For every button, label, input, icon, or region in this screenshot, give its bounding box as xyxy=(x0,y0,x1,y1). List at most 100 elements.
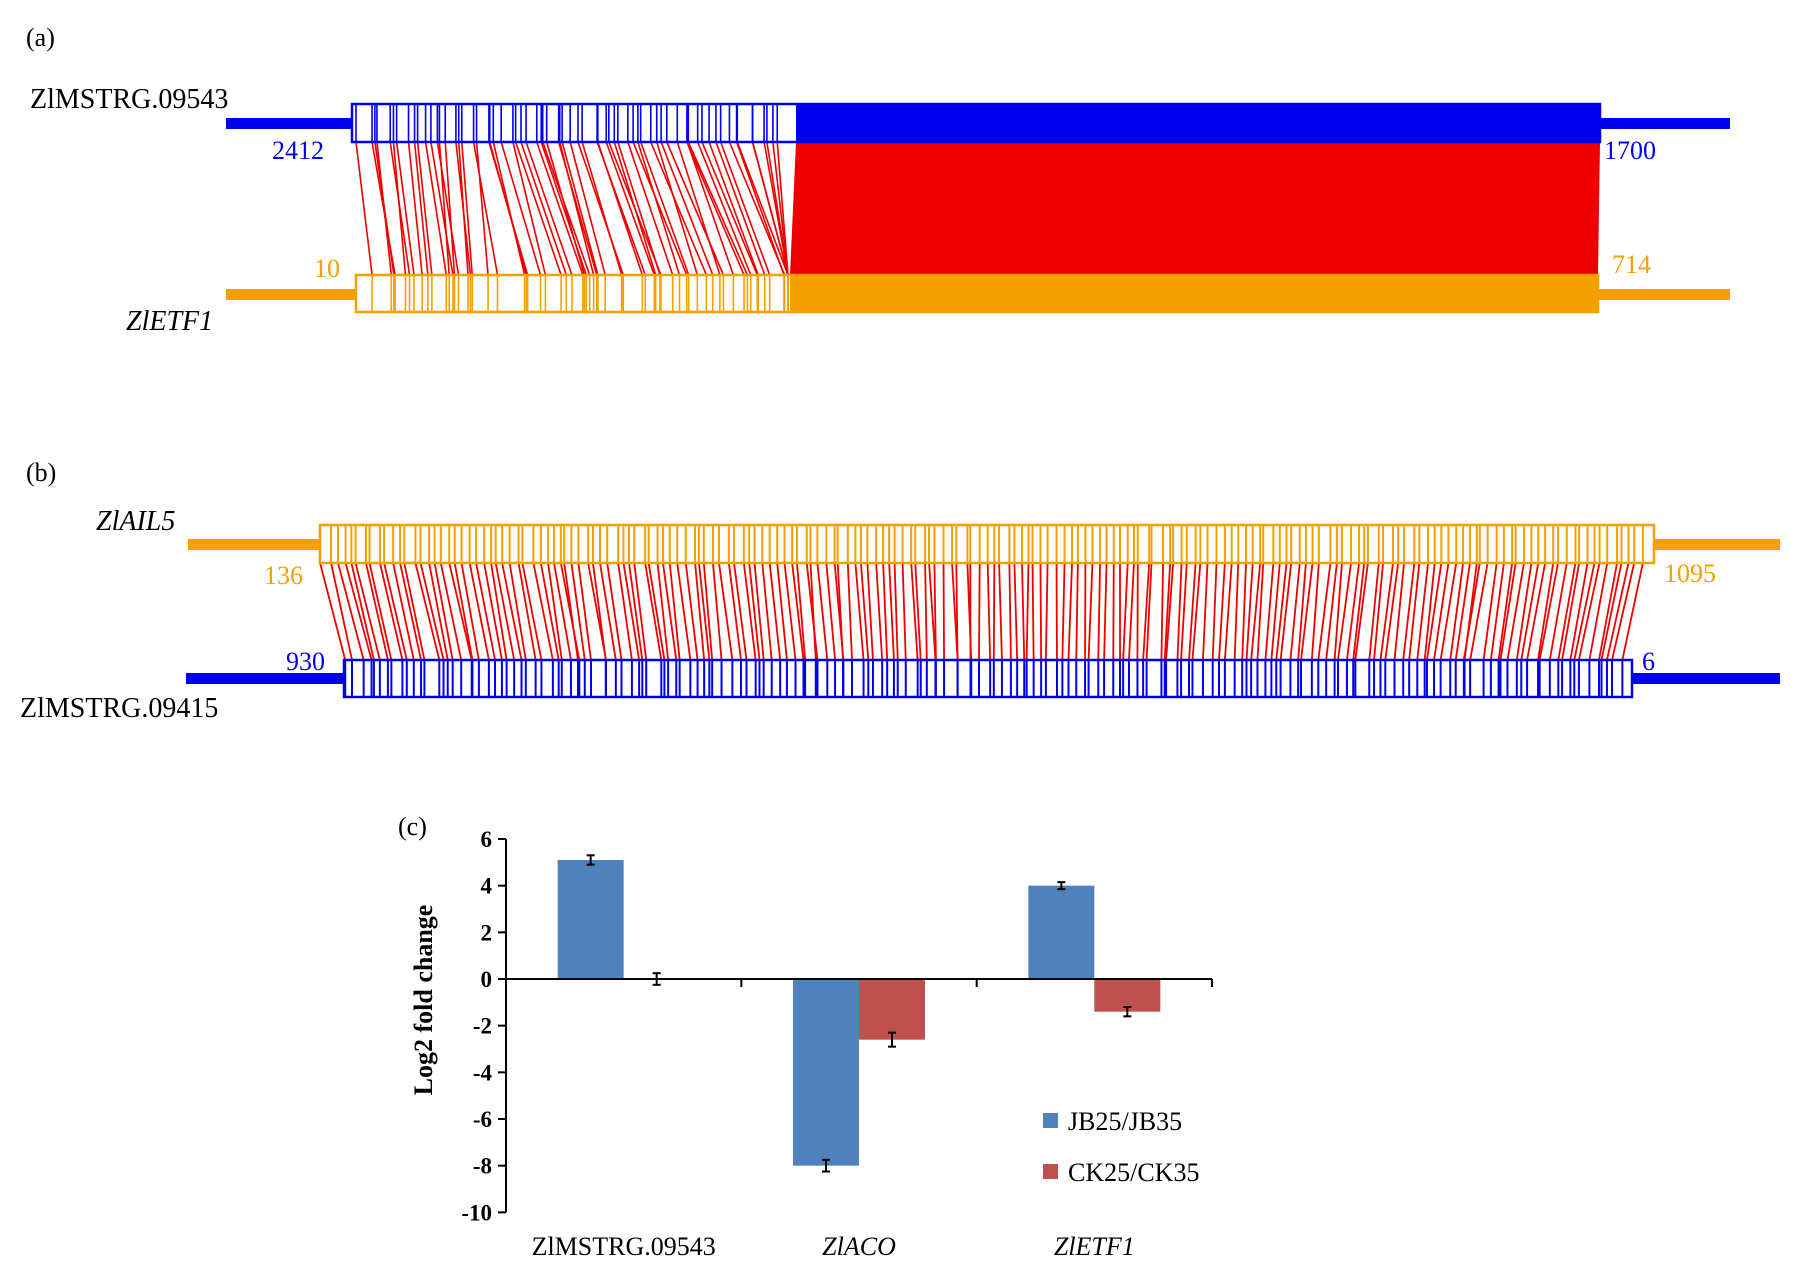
alignment-link xyxy=(1325,562,1338,661)
alignment-link xyxy=(1087,562,1094,661)
alignment-link xyxy=(512,141,547,276)
y-tick-label: -6 xyxy=(473,1107,492,1132)
alignment-link xyxy=(1433,562,1450,661)
alignment-link xyxy=(1044,562,1049,661)
alignment-link xyxy=(606,562,623,661)
alignment-link xyxy=(701,141,759,276)
alignment-link xyxy=(569,141,606,276)
alignment-link xyxy=(581,141,623,276)
alignment-link xyxy=(1499,562,1517,661)
alignment-link xyxy=(901,562,907,661)
alignment-link xyxy=(383,562,408,661)
alignment-link xyxy=(354,562,381,661)
alignment-link xyxy=(419,562,445,661)
panel-b-bottom-start: 930 xyxy=(286,647,325,676)
panel-b-top-track xyxy=(188,523,1780,565)
alignment-link xyxy=(751,141,789,276)
bar-JB25/JB35-ZlACO xyxy=(793,979,859,1166)
alignment-link xyxy=(694,562,706,661)
alignment-link xyxy=(1191,562,1202,661)
alignment-link xyxy=(1067,562,1073,661)
y-tick-label: 4 xyxy=(481,874,493,899)
alignment-link xyxy=(453,562,474,661)
alignment-link xyxy=(1352,562,1366,661)
alignment-link xyxy=(796,562,807,661)
alignment-link xyxy=(457,141,469,276)
alignment-link xyxy=(561,141,599,276)
alignment-link xyxy=(647,562,666,661)
alignment-link xyxy=(893,562,899,661)
alignment-link xyxy=(365,562,389,661)
alignment-link xyxy=(403,562,426,661)
alignment-link xyxy=(866,562,874,661)
alignment-link xyxy=(379,562,404,661)
alignment-link xyxy=(1013,562,1019,661)
alignment-link xyxy=(490,562,508,661)
legend: JB25/JB35 CK25/CK35 xyxy=(1043,1107,1199,1187)
alignment-link xyxy=(577,562,592,661)
alignment-link xyxy=(687,141,749,276)
alignment-link xyxy=(570,562,586,661)
alignment-link xyxy=(933,562,937,661)
panel-a-top-track xyxy=(226,102,1730,144)
alignment-link xyxy=(1297,562,1307,661)
alignment-link xyxy=(684,562,699,661)
alignment-link xyxy=(662,562,678,661)
bar-JB25/JB35-ZlMSTRG.09543 xyxy=(557,860,624,979)
alignment-link xyxy=(719,141,771,276)
category-labels: ZlMSTRG.09543 ZlACO ZlETF1 xyxy=(532,1232,1135,1261)
alignment-link xyxy=(836,562,844,661)
alignment-link xyxy=(553,562,572,661)
bottom-dense-region xyxy=(790,275,1598,312)
alignment-link xyxy=(1393,562,1405,661)
alignment-link xyxy=(536,141,584,276)
alignment-link xyxy=(914,562,922,661)
alignment-link xyxy=(1402,562,1416,661)
alignment-link xyxy=(1454,562,1471,661)
alignment-link xyxy=(1142,562,1151,661)
alignment-link xyxy=(547,562,563,661)
alignment-link xyxy=(617,562,633,661)
bar-CK25/CK35-ZlACO xyxy=(859,979,925,1040)
alignment-link xyxy=(791,562,805,661)
alignment-link xyxy=(928,562,937,661)
alignment-link xyxy=(1245,562,1254,661)
alignment-link xyxy=(407,141,423,276)
alignment-link xyxy=(617,141,661,276)
alignment-link xyxy=(468,562,490,661)
alignment-link xyxy=(1317,562,1332,661)
alignment-link xyxy=(1250,562,1262,661)
alignment-link xyxy=(1039,562,1043,661)
alignment-link xyxy=(1279,562,1293,661)
bars xyxy=(557,854,1161,1173)
alignment-link xyxy=(708,141,759,276)
alignment-link xyxy=(517,562,537,661)
panel-a-alignment-links xyxy=(355,141,1600,276)
bar-JB25/JB35-ZlETF1 xyxy=(1028,885,1095,979)
dense-link-band xyxy=(790,142,1600,275)
panel-a-bottom-end: 714 xyxy=(1612,250,1651,279)
alignment-link xyxy=(627,141,674,276)
alignment-link xyxy=(783,562,797,661)
alignment-link xyxy=(1469,562,1489,661)
alignment-link xyxy=(1462,562,1481,661)
panel-a-top-start: 2412 xyxy=(272,136,324,165)
alignment-link xyxy=(825,562,836,661)
alignment-link xyxy=(1598,562,1618,661)
alignment-link xyxy=(776,562,788,661)
panel-b-alignment-links xyxy=(319,562,1644,661)
alignment-link xyxy=(660,141,714,276)
alignment-link xyxy=(532,562,554,661)
alignment-link xyxy=(413,141,429,276)
alignment-link xyxy=(557,141,598,276)
alignment-link xyxy=(1264,562,1275,661)
alignment-link xyxy=(430,141,454,276)
alignment-link xyxy=(942,562,945,661)
alignment-link xyxy=(344,562,373,661)
y-tick-label: 0 xyxy=(481,967,493,992)
alignment-link xyxy=(637,141,681,276)
alignment-link xyxy=(633,562,648,661)
top-flank-right xyxy=(1654,539,1780,550)
alignment-link xyxy=(910,562,919,661)
